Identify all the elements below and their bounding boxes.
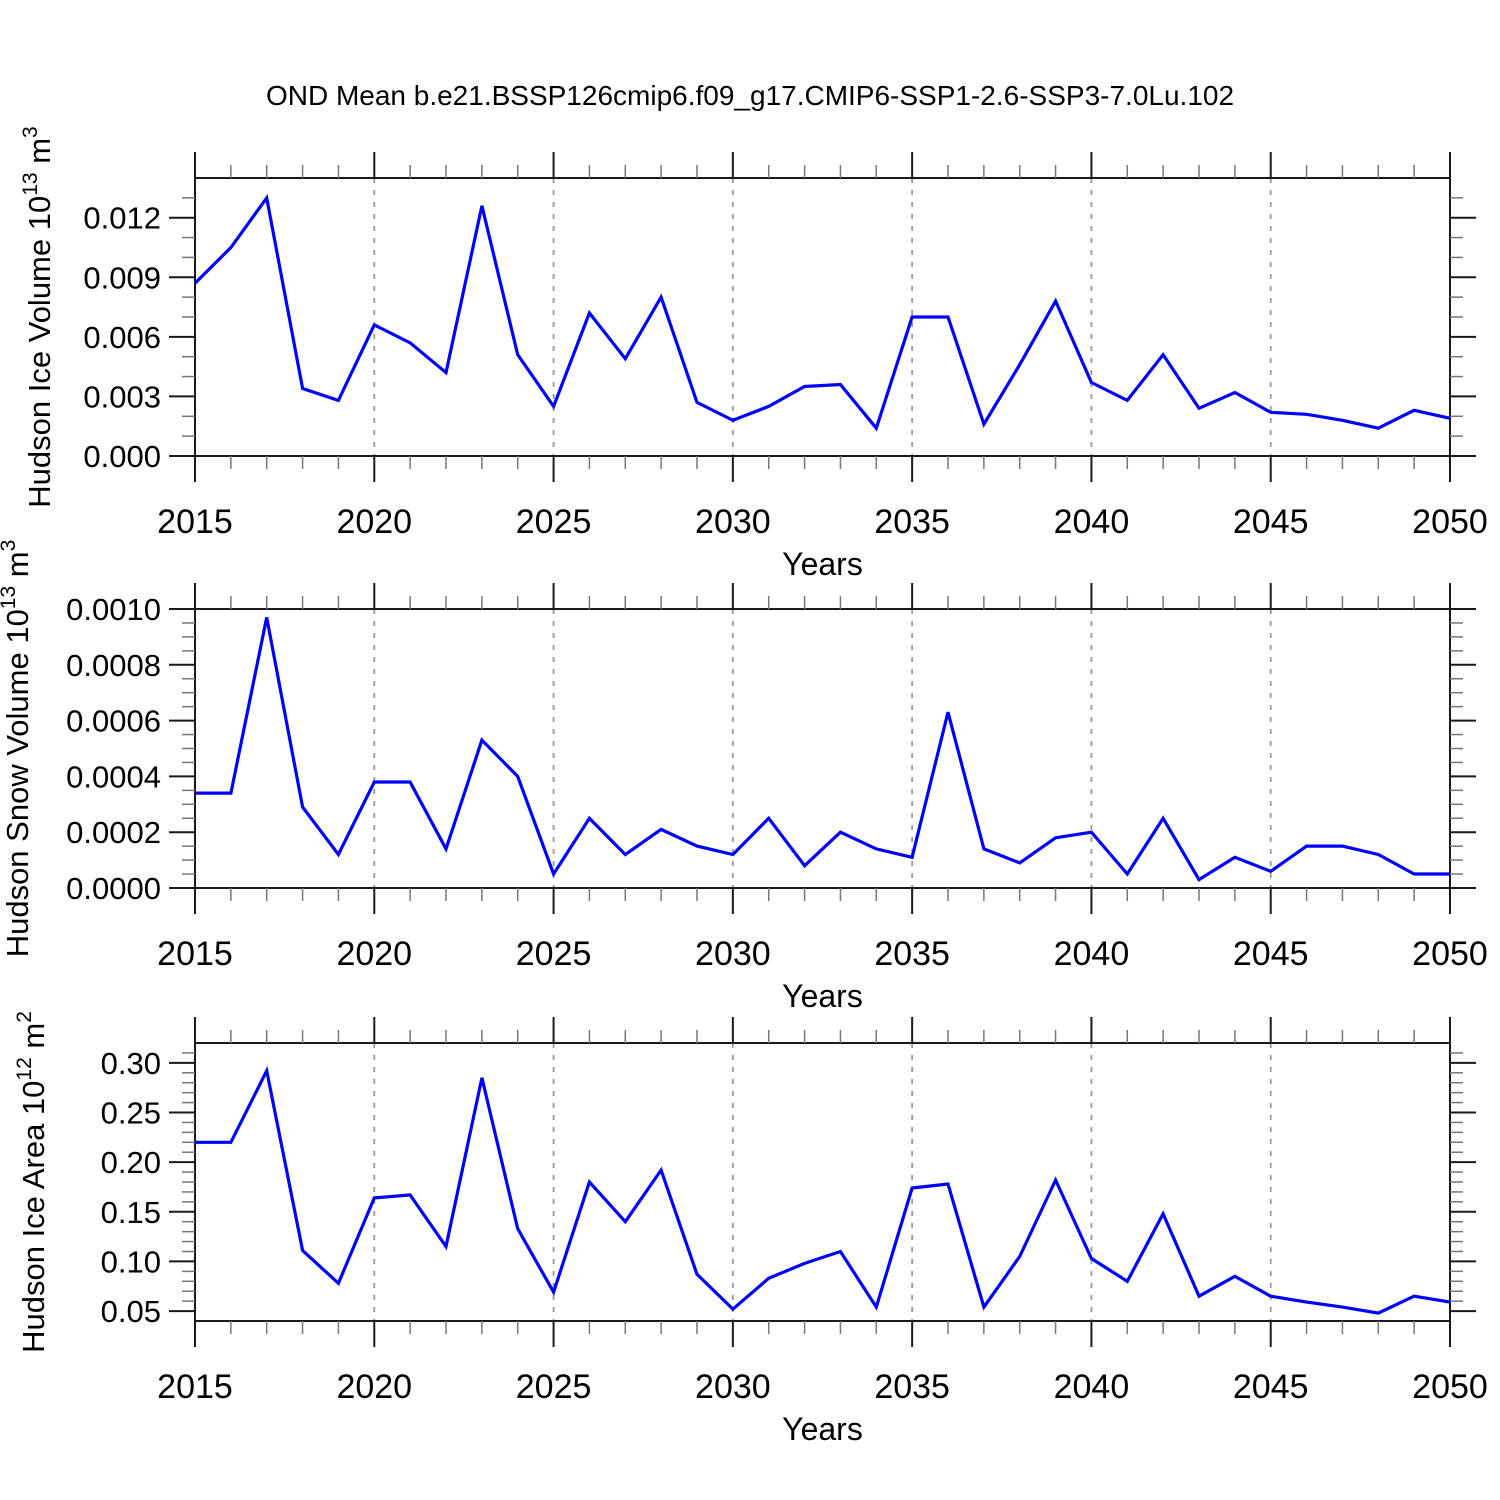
plot-frame: [194, 1042, 1451, 1322]
x-tick-label: 2050: [1412, 503, 1488, 541]
x-tick-label: 2040: [1054, 935, 1130, 973]
x-axis-title: Years: [782, 1411, 863, 1447]
y-tick-label: 0.05: [101, 1294, 161, 1329]
x-tick-label: 2045: [1233, 935, 1309, 973]
x-tick-label: 2025: [516, 503, 592, 541]
y-tick-label: 0.20: [101, 1145, 161, 1180]
y-tick-label: 0.10: [101, 1244, 161, 1279]
series-line: [195, 1065, 1451, 1315]
plot-frame: [194, 608, 1451, 889]
x-tick-label: 2015: [157, 503, 233, 541]
x-tick-label: 2025: [516, 935, 592, 973]
x-tick-label: 2050: [1412, 1368, 1488, 1406]
x-tick-label: 2025: [516, 1368, 592, 1406]
x-tick-label: 2030: [695, 1368, 771, 1406]
plot-frame: [194, 177, 1451, 457]
y-tick-label: 0.0000: [66, 871, 161, 906]
x-tick-label: 2040: [1054, 1368, 1130, 1406]
x-tick-label: 2035: [874, 935, 950, 973]
x-tick-label: 2015: [157, 935, 233, 973]
figure-title: OND Mean b.e21.BSSP126cmip6.f09_g17.CMIP…: [265, 80, 1235, 111]
x-tick-label: 2030: [695, 935, 771, 973]
y-tick-label: 0.009: [83, 260, 161, 295]
y-tick-label: 0.0002: [66, 815, 161, 850]
panel-hudson-snow-volume: 0.0000 0.0002 0.0004 0.0006 0.0008 0.0010 2015…: [0, 540, 1488, 1014]
x-tick-label: 2035: [874, 1368, 950, 1406]
x-tick-label: 2045: [1233, 503, 1309, 541]
y-tick-label: 0.25: [101, 1096, 161, 1131]
x-tick-label: 2020: [336, 1368, 412, 1406]
x-tick-label: 2050: [1412, 935, 1488, 973]
series-line: [195, 617, 1450, 882]
y-tick-label: 0.15: [101, 1195, 161, 1230]
panel-hudson-ice-volume: 0.000 0.003 0.006 0.009 0.012 2015 2020 2025 203…: [19, 126, 1488, 582]
y-tick-label: 0.0004: [66, 759, 161, 794]
y-tick-label: 0.0006: [66, 704, 161, 739]
x-tick-label: 2030: [695, 503, 771, 541]
x-axis-title: Years: [782, 546, 863, 582]
y-tick-label: 0.0010: [66, 592, 161, 627]
x-tick-label: 2045: [1233, 1368, 1309, 1406]
series-line: [193, 193, 1451, 432]
x-tick-label: 2040: [1054, 503, 1130, 541]
y-tick-label: 0.006: [83, 320, 161, 355]
y-axis-title: Hudson Ice Area 1012 m2: [13, 1011, 51, 1353]
y-tick-label: 0.000: [83, 439, 161, 474]
y-tick-label: 0.012: [83, 201, 161, 236]
panel-hudson-ice-area: 0.05 0.10 0.15 0.20 0.25 0.30 2015 2020 2025 2030…: [13, 1011, 1488, 1447]
y-tick-label: 0.0008: [66, 648, 161, 683]
y-tick-label: 0.30: [101, 1046, 161, 1081]
x-tick-label: 2020: [336, 935, 412, 973]
x-axis-title: Years: [782, 978, 863, 1014]
y-axis-title: Hudson Snow Volume 1013 m3: [0, 540, 35, 958]
y-tick-label: 0.003: [83, 379, 161, 414]
y-axis-title: Hudson Ice Volume 1013 m3: [19, 126, 57, 507]
x-tick-label: 2035: [874, 503, 950, 541]
x-tick-label: 2015: [157, 1368, 233, 1406]
x-tick-label: 2020: [336, 503, 412, 541]
